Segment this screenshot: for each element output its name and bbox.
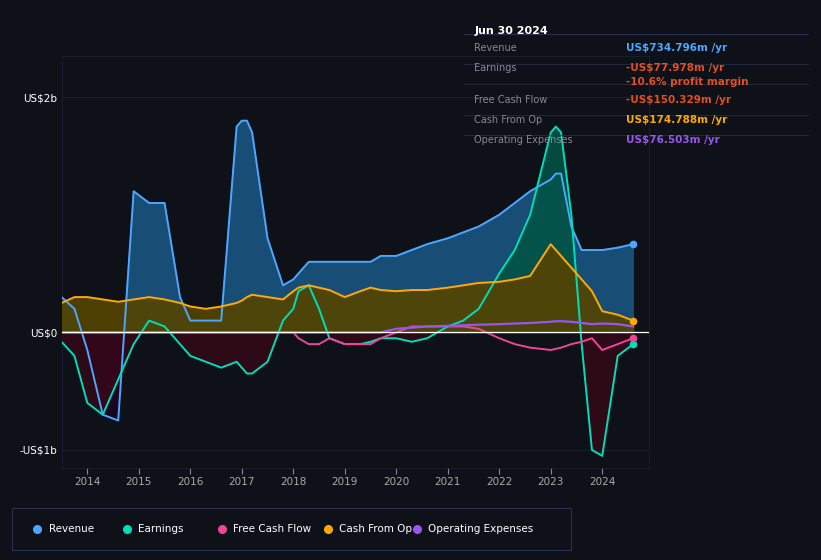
Text: Earnings: Earnings	[475, 63, 516, 73]
Text: Jun 30 2024: Jun 30 2024	[475, 26, 548, 36]
Text: Revenue: Revenue	[48, 524, 94, 534]
Text: Cash From Op: Cash From Op	[339, 524, 412, 534]
Text: US$734.796m /yr: US$734.796m /yr	[626, 43, 727, 53]
Text: -10.6% profit margin: -10.6% profit margin	[626, 77, 749, 87]
Text: US$76.503m /yr: US$76.503m /yr	[626, 135, 720, 145]
Text: Free Cash Flow: Free Cash Flow	[233, 524, 311, 534]
Text: Free Cash Flow: Free Cash Flow	[475, 95, 548, 105]
Text: -US$150.329m /yr: -US$150.329m /yr	[626, 95, 731, 105]
Text: Operating Expenses: Operating Expenses	[475, 135, 573, 145]
Text: Earnings: Earnings	[138, 524, 183, 534]
Text: -US$77.978m /yr: -US$77.978m /yr	[626, 63, 724, 73]
Text: Cash From Op: Cash From Op	[475, 115, 543, 125]
Text: Revenue: Revenue	[475, 43, 517, 53]
Text: US$174.788m /yr: US$174.788m /yr	[626, 115, 727, 125]
Text: Operating Expenses: Operating Expenses	[429, 524, 534, 534]
